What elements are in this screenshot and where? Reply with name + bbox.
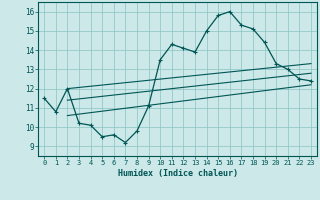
X-axis label: Humidex (Indice chaleur): Humidex (Indice chaleur) <box>118 169 238 178</box>
